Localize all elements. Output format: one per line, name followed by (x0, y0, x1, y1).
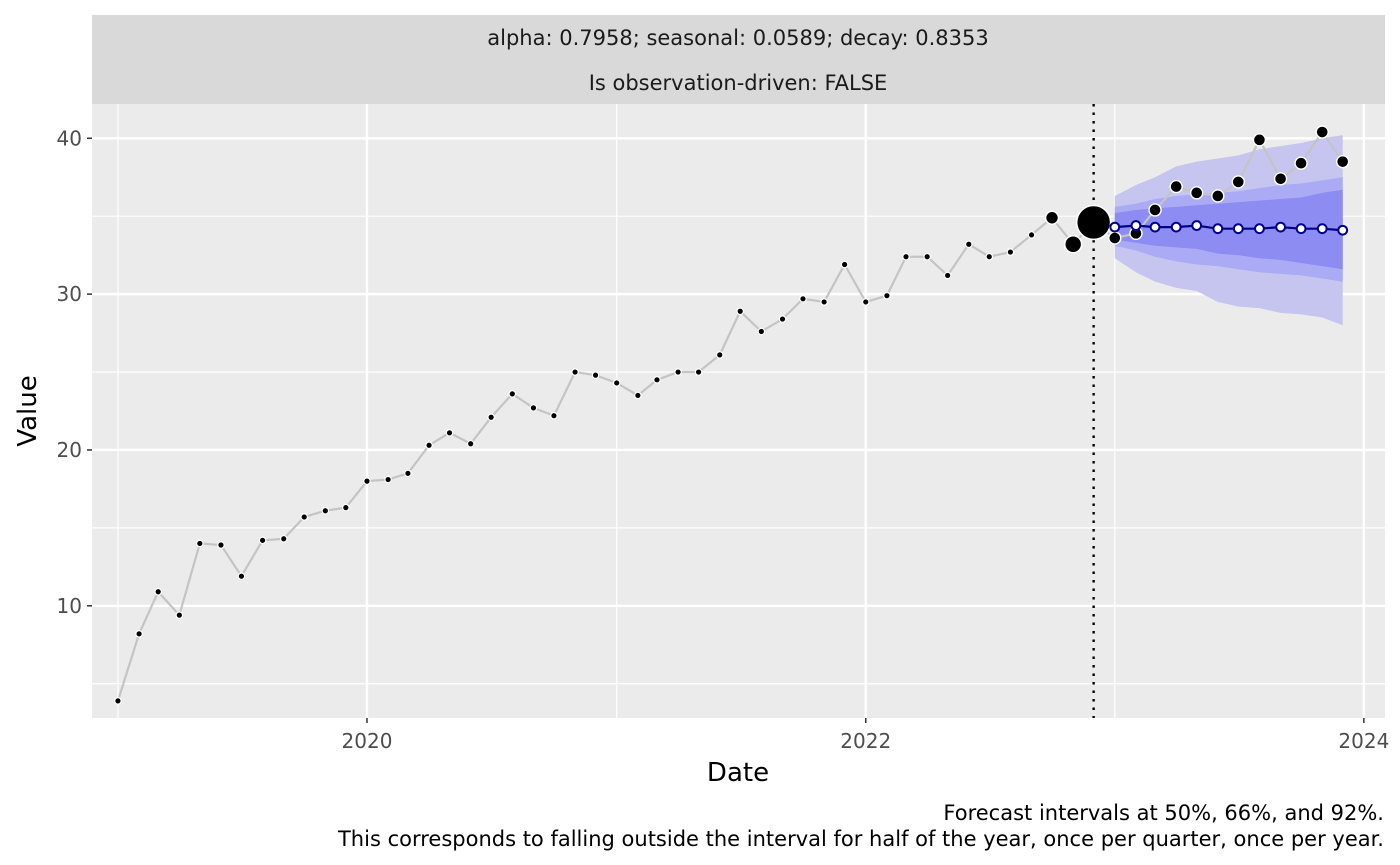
grid-lines (92, 104, 1385, 718)
history-point (634, 391, 642, 400)
forecast-mean-point (1316, 223, 1328, 235)
forecast-mean-point (1254, 223, 1265, 235)
forecast-mean-point (1109, 221, 1121, 233)
x-tick-label: 2022 (840, 729, 891, 753)
history-point (757, 327, 766, 336)
caption-line-1: Forecast intervals at 50%, 66%, and 92%. (943, 801, 1384, 825)
history-point (1027, 231, 1036, 239)
future-observed-point (1231, 175, 1246, 189)
history-point (154, 587, 162, 596)
history-point (985, 252, 994, 261)
y-tick-label: 30 (57, 282, 82, 306)
forecast-mean-point (1130, 220, 1142, 231)
x-tick-label: 2020 (342, 729, 393, 753)
history-point (778, 315, 787, 323)
future-observed-point (1169, 179, 1183, 194)
history-point (384, 475, 392, 484)
history-point (1075, 204, 1112, 241)
history-point (258, 536, 267, 545)
forecast-mean-point (1337, 224, 1349, 236)
caption-line-2: This corresponds to falling outside the … (337, 827, 1384, 851)
history-point (943, 271, 952, 280)
history-point (799, 294, 807, 303)
history-point (321, 506, 330, 515)
y-axis-ticks: 10 20 30 40 (57, 126, 92, 618)
forecast-mean-point (1170, 221, 1182, 233)
history-point (883, 291, 891, 300)
history-point (612, 379, 621, 387)
history-point (591, 371, 600, 379)
history-point (237, 572, 246, 580)
history-point (694, 368, 703, 376)
history-point (114, 697, 122, 705)
y-tick-label: 20 (57, 438, 82, 462)
history-point (840, 260, 849, 269)
facet-strip-line-2: Is observation-driven: FALSE (589, 71, 888, 95)
history-point (135, 630, 143, 638)
y-axis-title: Value (13, 375, 43, 446)
history-point (342, 503, 350, 512)
history-point (550, 411, 558, 420)
history-point (571, 368, 579, 376)
future-observed-point (1148, 203, 1162, 217)
forecast-mean-point (1212, 223, 1224, 235)
history-point (404, 469, 412, 478)
future-observed-point (1315, 125, 1329, 139)
x-tick-label: 2024 (1338, 729, 1389, 753)
y-tick-label: 40 (57, 126, 82, 150)
history-point (300, 513, 309, 521)
forecast-mean-point (1275, 221, 1287, 233)
history-point (466, 439, 475, 448)
history-point (1063, 234, 1083, 254)
future-observed-point (1108, 231, 1122, 245)
history-point (508, 390, 517, 398)
history-point (363, 477, 371, 485)
history-point (175, 611, 184, 619)
history-point (820, 298, 828, 306)
history-point (736, 307, 745, 316)
forecast-mean-point (1149, 221, 1161, 233)
future-observed-point (1273, 172, 1288, 186)
history-point (1006, 248, 1015, 256)
future-observed-point (1252, 133, 1267, 147)
history-point (217, 541, 225, 549)
forecast-mean-point (1191, 220, 1203, 231)
facet-strip (92, 15, 1385, 104)
future-observed-point (1211, 189, 1225, 203)
history-point (923, 252, 931, 261)
history-point (902, 252, 910, 261)
history-point (445, 429, 454, 437)
history-point (653, 376, 661, 384)
forecast-mean-point (1295, 223, 1307, 235)
history-point (861, 298, 870, 306)
future-observed-point (1189, 186, 1204, 200)
y-tick-label: 10 (57, 594, 82, 618)
history-point (425, 441, 433, 450)
facet-strip-line-1: alpha: 0.7958; seasonal: 0.0589; decay: … (487, 26, 989, 50)
history-point (674, 368, 682, 376)
history-point (964, 240, 973, 249)
x-axis-title: Date (707, 758, 769, 788)
forecast-mean-point (1232, 223, 1244, 235)
future-observed-point (1294, 156, 1308, 170)
history-point (279, 534, 288, 543)
history-point (1044, 210, 1060, 226)
x-axis-ticks: 2020 2022 2024 (342, 718, 1389, 753)
history-point (196, 539, 204, 548)
series-points (114, 125, 1350, 705)
history-point (487, 413, 495, 422)
future-observed-point (1335, 154, 1350, 169)
history-point (715, 351, 724, 359)
history-point (529, 404, 538, 412)
